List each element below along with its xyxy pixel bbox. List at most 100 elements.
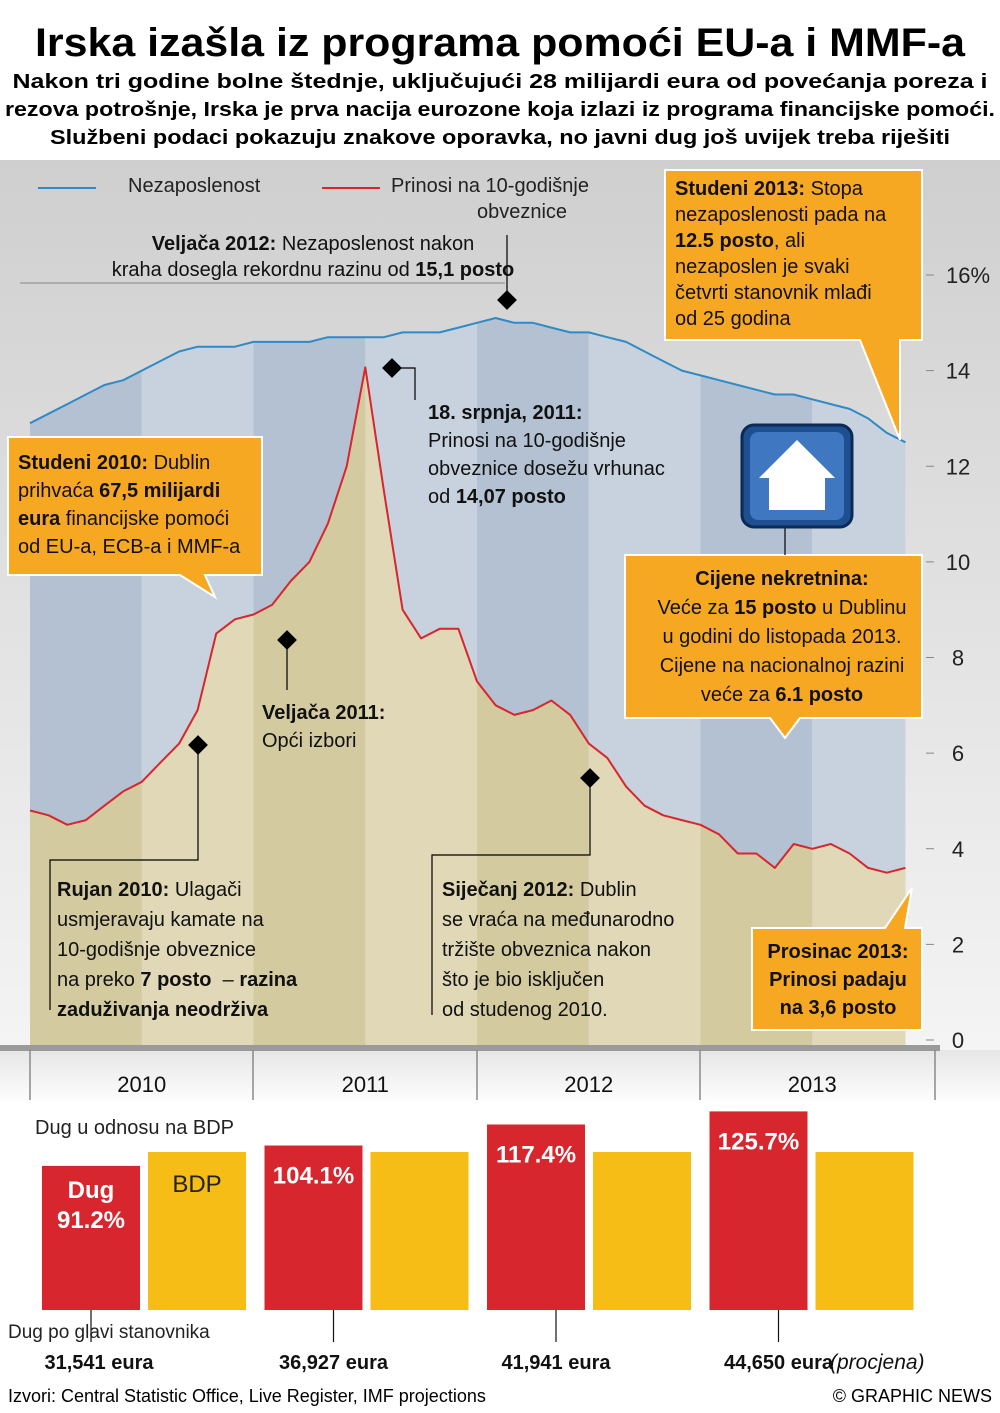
annotation-line: Rujan 2010: Ulagači — [57, 879, 242, 901]
x-tick-label: 2012 — [564, 1072, 613, 1097]
annotation-run: Prinosi na 10-godišnje — [428, 430, 626, 452]
annotation-run: Prinosi padaju — [769, 969, 907, 991]
annotation-run: Studeni 2010: — [18, 452, 148, 474]
annotation-run: Ulagači — [169, 879, 241, 901]
diamonds — [188, 290, 600, 788]
annotation-run: na 3,6 posto — [780, 997, 897, 1019]
annotation-run: od studenog 2010. — [442, 999, 608, 1021]
credit: © GRAPHIC NEWS — [833, 1386, 992, 1406]
annotation-line: nezaposlenosti pada na — [675, 204, 887, 226]
annotation-run: tržište obveznica nakon — [442, 939, 651, 961]
annotation-line: od 25 godina — [675, 308, 792, 330]
y-tick-label: 0 — [952, 1028, 964, 1053]
annotation-line: 12.5 posto, ali — [675, 230, 805, 252]
y-tick-label: 2 — [952, 932, 964, 957]
annotation-run: nezaposlen je svaki — [675, 256, 850, 278]
annotation-line: od 14,07 posto — [428, 486, 566, 508]
annotation-run: od — [428, 486, 456, 508]
annotation-run: veće za — [701, 684, 775, 706]
house-icon — [740, 423, 854, 529]
annotation-run: prihvaća — [18, 480, 99, 502]
annotation-run: 14,07 posto — [456, 486, 566, 508]
line — [29, 317, 906, 444]
y-tick-label: 14 — [946, 359, 970, 384]
annotation-line: zaduživanja neodrživa — [57, 999, 269, 1021]
annotation-run: se vraća na međunarodno — [442, 909, 674, 931]
annotation-line: tržište obveznica nakon — [442, 939, 651, 961]
value-label: 91.2% — [57, 1207, 125, 1234]
annotation-line: 18. srpnja, 2011: — [428, 402, 583, 424]
callout-box — [624, 554, 923, 740]
annotation-run: što je bio isključen — [442, 969, 604, 991]
annotation-line: Siječanj 2012: Dublin — [442, 879, 637, 901]
callout-box — [7, 436, 263, 600]
annotation-run: Dublin — [574, 879, 636, 901]
annotation-run: Prosinac 2013: — [767, 941, 908, 963]
x-tick-label: 2011 — [342, 1072, 389, 1097]
value-label: 104.1% — [273, 1163, 354, 1190]
annotation-run: 67,5 milijardi — [99, 480, 220, 502]
diamond — [277, 630, 297, 650]
annotation-run: obveznice dosežu vrhunac — [428, 458, 665, 480]
annotation-run: u Dublinu — [816, 597, 906, 619]
y-tick-label: 12 — [946, 454, 970, 479]
subtitle: Nakon tri godine bolne štednje, uključuj… — [13, 71, 988, 93]
diamond — [497, 290, 517, 310]
annotation-line: Opći izbori — [262, 730, 356, 752]
annotation-run: Cijene nekretnina: — [695, 568, 868, 590]
y-tick-label: 10 — [946, 550, 970, 575]
y-tick-label: 6 — [952, 741, 964, 766]
annotation-run: – — [212, 969, 240, 991]
subtitle: rezova potrošnje, Irska je prva nacija e… — [5, 99, 995, 121]
legend-label: Nezaposlenost — [128, 175, 261, 197]
annotation-line: četvrti stanovnik mlađi — [675, 282, 872, 304]
bar — [815, 1152, 914, 1310]
annotation-run: razina — [239, 969, 298, 991]
annotation-line: od studenog 2010. — [442, 999, 608, 1021]
annotation-run: Rujan 2010: — [57, 879, 169, 901]
annotation-line: Prinosi padaju — [769, 969, 907, 991]
per-capita-note: (procjena) — [830, 1351, 925, 1374]
callout-box — [664, 169, 923, 441]
annotation-line: Cijene na nacionalnoj razini — [660, 655, 905, 677]
debt-chart: Dug u odnosu na BDP Dug 91.2% BDP 31,541 eur… — [8, 1111, 925, 1374]
annotation-line: Studeni 2013: Stopa — [675, 178, 864, 200]
diamond — [382, 358, 402, 378]
annotation-run: 18. srpnja, 2011: — [428, 402, 583, 424]
annotation-line: u godini do listopada 2013. — [662, 626, 901, 648]
annotation-line: obveznice dosežu vrhunac — [428, 458, 665, 480]
source: Izvori: Central Statistic Office, Live R… — [8, 1386, 486, 1406]
annotation-run: Stopa — [805, 178, 864, 200]
pointer — [431, 778, 591, 1015]
annotation-run: Cijene na nacionalnoj razini — [660, 655, 905, 677]
annotation-line: veće za 6.1 posto — [701, 684, 863, 706]
annotation-run: 7 posto — [140, 969, 211, 991]
line — [29, 366, 906, 874]
annotation-line: nezaposlen je svaki — [675, 256, 850, 278]
annotation-run: četvrti stanovnik mlađi — [675, 282, 872, 304]
annotation-line: Veće za 15 posto u Dublinu — [657, 597, 906, 619]
annotation-run: na preko — [57, 969, 140, 991]
value-label: 117.4% — [496, 1142, 576, 1169]
annotation-run: 15 posto — [734, 597, 816, 619]
pointer — [49, 745, 199, 1010]
annotation-run: zaduživanja neodrživa — [57, 999, 269, 1021]
annotation-run: , ali — [774, 230, 805, 252]
annotation-line: se vraća na međunarodno — [442, 909, 674, 931]
annotation-run: Nezaposlenost nakon — [276, 233, 474, 255]
annotation-run: Studeni 2013: — [675, 178, 805, 200]
annotation-line: na 3,6 posto — [780, 997, 897, 1019]
annotation-line: od EU-a, ECB-a i MMF-a — [18, 536, 241, 558]
x-tick-label: 2013 — [788, 1072, 837, 1097]
legend: Nezaposlenost Prinosi na 10-godišnje obvez… — [38, 175, 589, 223]
y-tick-label: 4 — [952, 837, 964, 862]
series-label: Dug — [68, 1177, 115, 1204]
annotation-run: Dublin — [148, 452, 210, 474]
bar — [148, 1152, 246, 1310]
annotation-line: Prosinac 2013: — [767, 941, 908, 963]
title: Irska izašla iz programa pomoći EU-a i M… — [35, 21, 966, 65]
chart-title: Dug u odnosu na BDP — [35, 1117, 234, 1139]
annotation-run: Opći izbori — [262, 730, 356, 752]
annotation-line: prihvaća 67,5 milijardi — [18, 480, 220, 502]
